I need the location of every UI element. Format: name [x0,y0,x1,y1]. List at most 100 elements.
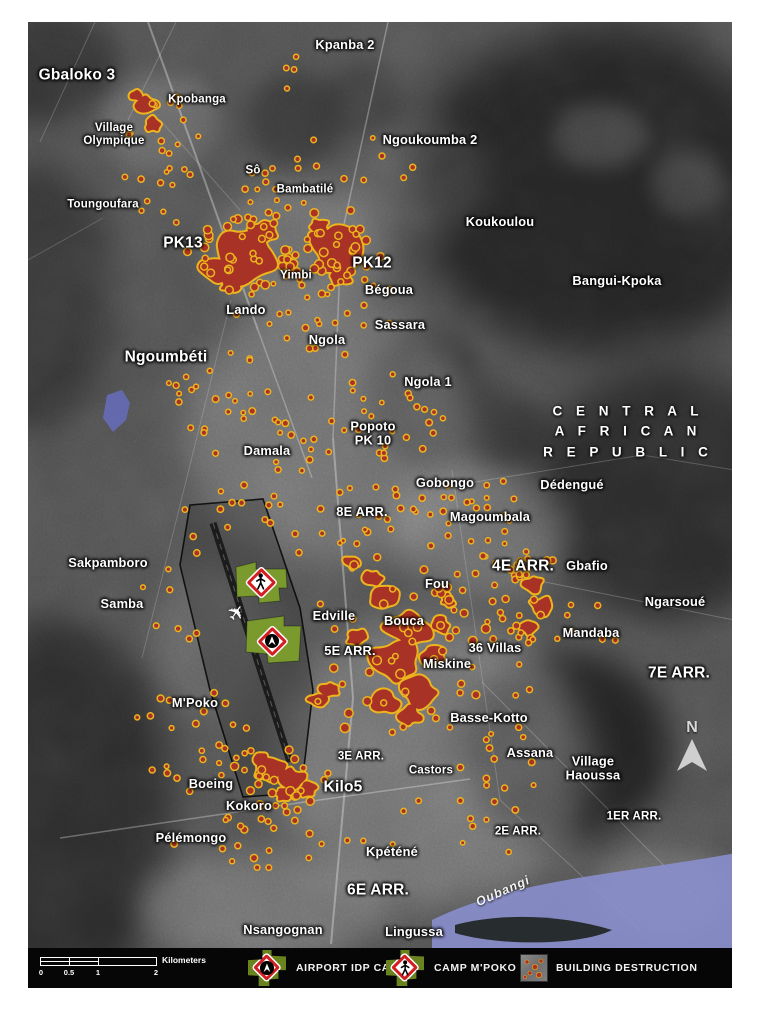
destruction-dot [456,763,465,772]
destruction-dot [519,733,527,741]
destruction-dot [266,519,275,527]
map-label: Village Olympique [83,122,145,147]
map-label: 36 Villas [468,639,522,655]
destruction-dot [224,266,232,274]
destruction-dot [388,728,397,737]
destruction-dot [168,724,175,732]
map-label: Toungoufara [67,198,139,211]
destruction-dot [189,781,197,789]
satellite-map: Gbaloko 3 Kpanba 2 Kpobanga Village Olympiq… [28,22,732,988]
destruction-dot [166,165,173,172]
river-island [455,916,612,943]
destruction-dot [229,721,237,728]
destruction-dot [343,271,352,280]
destruction-dot [274,465,282,474]
destruction-dot [229,215,237,223]
destruction-dot [165,149,173,157]
destruction-dot [563,611,571,619]
destruction-dot [247,746,255,755]
destruction-dot [199,755,207,764]
destruction-blob [300,781,318,797]
destruction-dot [339,722,351,734]
destruction-dot [169,181,176,189]
destruction-dot [192,629,201,638]
north-label: N [686,719,698,736]
destruction-dot [309,263,320,274]
destruction-dot [316,600,325,608]
destruction-dot [294,164,302,172]
destruction-dot [348,378,357,387]
destruction-dot [305,344,314,353]
destruction-dot [440,493,447,501]
destruction-dot [399,722,408,731]
pond [103,390,130,432]
destruction-dot [312,162,321,170]
destruction-dot [426,706,436,716]
destruction-dot [387,525,395,533]
destruction-dot [325,448,333,456]
destruction-dot [172,218,180,226]
destruction-dot [125,130,133,139]
destruction-dot [310,435,318,444]
map-label: Sô [245,164,261,177]
road [297,778,471,804]
destruction-dot [437,646,448,656]
destruction-dot [163,763,170,770]
map-label: Ngola [308,331,346,347]
destruction-dot [459,608,469,618]
destruction-dot [500,784,509,792]
destruction-dot [291,790,302,801]
destruction-dot [157,137,166,145]
destruction-dots-layer [121,53,619,872]
map-label: 3E ARR. [337,750,385,763]
destruction-dot [265,847,273,854]
destruction-dot [361,408,368,415]
destruction-dot [245,785,256,796]
destruction-dot [255,257,264,265]
map-label: Popoto PK 10 [350,418,396,448]
destruction-dot [445,520,452,527]
destruction-dot [165,565,172,573]
destruction-dot [429,654,439,664]
destruction-dot [408,163,417,172]
destruction-dot [510,495,518,503]
destruction-dot [186,170,194,179]
destruction-dot [471,569,480,578]
map-label: Bégoua [364,281,414,297]
airport-idp-camp-icon [248,950,286,986]
destruction-dot [361,526,369,533]
destruction-dot [290,66,298,73]
destruction-dot [280,802,289,810]
destruction-dot [249,853,259,863]
destruction-dot [360,837,367,845]
destruction-dot [409,592,419,601]
destruction-dot [218,771,225,779]
map-label: PK13 [163,234,203,252]
destruction-dot [224,285,235,295]
destruction-dot [337,278,345,286]
destruction-dot [413,403,421,411]
destruction-dot [483,503,492,512]
destruction-dot [233,754,240,762]
destruction-dot [199,707,208,716]
map-label: Bangui-Kpoka [572,272,662,288]
destruction-dot [420,405,429,414]
destruction-blob [518,621,538,636]
destruction-dot [273,197,280,204]
destruction-dot [341,427,348,434]
map-label: 2E ARR. [494,825,542,838]
destruction-dot [372,483,380,491]
destruction-dot [472,504,481,512]
destruction-dot [148,99,157,108]
destruction-dot [241,749,249,757]
destruction-dot [369,134,376,141]
destruction-dot [176,390,183,397]
destruction-dot [165,380,172,387]
scale-tick-label: 2 [153,968,159,977]
destruction-dot [225,252,236,263]
destruction-dot [137,175,145,183]
destruction-dot [430,408,438,416]
destruction-dot [249,282,260,292]
destruction-dot [456,679,466,688]
destruction-dot [482,736,490,744]
